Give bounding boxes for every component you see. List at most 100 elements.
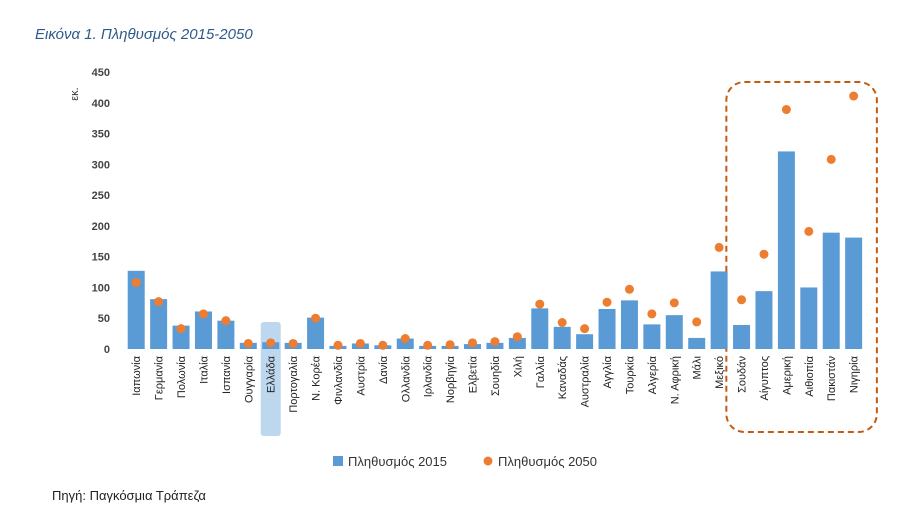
y-tick-label: 100 [92,282,110,294]
bar-2015 [643,324,661,349]
dot-2050 [176,324,186,334]
x-tick-label: Γερμανία [154,355,166,400]
x-tick-label: Καναδάς [557,356,569,399]
dot-2050 [692,317,702,327]
x-tick-label: Δανία [378,355,390,384]
x-tick-label: Ν. Κορέα [311,355,323,401]
dot-2050 [131,278,141,288]
x-tick-label: Τουρκία [624,355,636,394]
x-tick-label: Ιταλία [198,355,210,384]
dot-2050 [781,105,791,115]
bar-2015 [172,325,190,349]
bar-2015 [665,315,683,349]
x-tick-label: Πακιστάν [826,356,838,402]
dot-2050 [580,324,590,334]
x-tick-label: Γαλλία [535,355,547,388]
highlight-greece [260,322,281,436]
dot-2050 [826,154,836,164]
dot-2050 [355,338,365,348]
bar-2015 [777,151,795,349]
dots-2050 [131,91,859,350]
legend-label-2050: Πληθυσμός 2050 [498,454,597,469]
x-tick-label: Πορτογαλία [288,355,300,412]
x-tick-label: Χιλή [512,356,524,377]
bar-2015 [845,237,863,349]
dot-2050 [737,295,747,305]
dot-2050 [602,297,612,307]
y-axis-unit: εκ. [69,87,81,100]
bar-2015 [733,324,751,349]
dot-2050 [445,340,455,350]
legend: Πληθυσμός 2015 Πληθυσμός 2050 [333,454,597,469]
dot-2050 [266,338,276,348]
y-tick-label: 150 [92,252,110,264]
bar-2015 [710,271,728,349]
bars-2015 [127,151,863,349]
y-axis: 0 50 100 150 200 250 300 350 400 450 εκ. [69,67,110,356]
legend-label-2015: Πληθυσμός 2015 [348,454,447,469]
x-tick-label: Αυστραλία [580,355,592,407]
x-tick-label: Ελλάδα [266,355,278,393]
x-tick-label: Ισπανία [221,355,233,394]
x-tick-label: Νιγηρία [849,355,861,393]
dot-2050 [423,340,433,350]
y-tick-label: 400 [92,98,110,110]
dot-2050 [647,309,657,319]
dot-2050 [624,284,634,294]
dot-2050 [490,337,500,347]
bar-2015 [755,291,773,349]
bar-2015 [194,311,212,349]
source-note: Πηγή: Παγκόσμια Τράπεζα [52,488,206,503]
dot-2050 [288,338,298,348]
x-tick-label: Αυστρία [355,355,367,395]
box-layer [725,81,878,433]
x-tick-label: Ν. Αφρική [669,356,681,404]
x-tick-label: Νορβηγία [445,355,457,403]
y-tick-label: 250 [92,190,110,202]
bar-2015 [307,317,325,349]
dot-2050 [198,309,208,319]
x-tick-label: Σουηδία [490,355,502,396]
dot-2050 [714,242,724,252]
dot-2050 [759,249,769,259]
y-tick-label: 450 [92,67,110,79]
x-tick-label: Αγγλία [602,355,614,388]
x-tick-label: Ουγγαρία [243,355,255,403]
bar-2015 [531,308,549,349]
dot-2050 [669,298,679,308]
bar-2015 [396,338,414,349]
figure-title: Εικόνα 1. Πληθυσμός 2015-2050 [35,26,253,43]
dot-2050 [557,318,567,328]
bar-2015 [800,287,818,349]
bar-2015 [508,337,526,349]
x-tick-label: Ολλανδία [400,355,412,402]
y-tick-label: 0 [104,344,110,356]
bar-2015 [620,300,638,349]
x-tick-label: Ιαπωνία [131,355,143,395]
bar-2015 [688,337,706,349]
dot-2050 [378,340,388,350]
bar-2015 [822,232,840,349]
dot-2050 [311,313,321,323]
bar-2015 [576,334,594,349]
x-tick-label: Μεξικό [714,356,726,389]
x-tick-label: Ελβετία [468,355,480,393]
legend-swatch-2015 [333,456,343,466]
dot-2050 [535,299,545,309]
dot-2050 [849,91,859,101]
x-tick-label: Φινλανδία [333,355,345,404]
x-tick-label: Ιρλανδία [423,355,435,397]
x-axis-labels: Ιαπωνία Γερμανία Πολωνία Ιταλία Ισπανία Ουγγα… [131,355,860,412]
dot-2050 [468,338,478,348]
dot-2050 [512,332,522,342]
legend-swatch-2050 [483,456,493,466]
dot-2050 [333,340,343,350]
bar-2015 [127,270,145,349]
bar-2015 [150,299,168,349]
x-tick-label: Αίγυπτος [759,356,771,401]
dot-2050 [400,334,410,344]
bar-2015 [598,308,616,349]
highlight-layer [260,322,281,436]
y-tick-label: 200 [92,221,110,233]
